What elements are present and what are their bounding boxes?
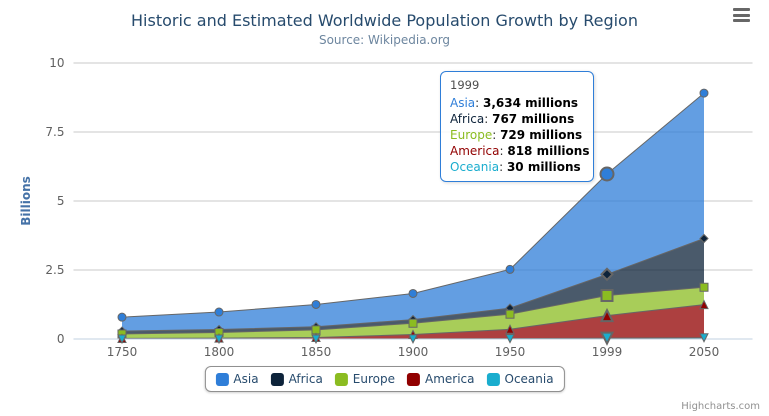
svg-text:1900: 1900 [398,345,429,359]
y-axis-labels: 0 2.5 5 7.5 10 [45,56,64,346]
tooltip: 1999 Asia: 3,634 millions Africa: 767 mil… [440,71,594,182]
markers-asia[interactable] [117,88,709,322]
svg-text:10: 10 [49,56,64,70]
export-menu-button[interactable] [732,8,751,24]
svg-text:7.5: 7.5 [45,125,64,139]
y-axis-title: Billions [19,176,33,226]
tooltip-row-oceania: Oceania: 30 millions [450,160,581,174]
tooltip-row-asia: Asia: 3,634 millions [450,96,579,110]
markers-oceania[interactable] [117,331,709,346]
svg-text:5: 5 [57,194,65,208]
x-axis-labels: 1750 1800 1850 1900 1950 1999 2050 [107,345,720,359]
svg-text:0: 0 [57,332,65,346]
tooltip-row-europe: Europe: 729 millions [450,128,583,142]
chart-title: Historic and Estimated Worldwide Populat… [131,11,638,30]
svg-text:1800: 1800 [204,345,235,359]
svg-text:1750: 1750 [107,345,138,359]
legend-item-africa[interactable]: Africa [270,372,323,386]
legend-swatch-asia [215,372,229,386]
legend-label: Oceania [504,372,554,386]
svg-text:1950: 1950 [495,345,526,359]
svg-text:2050: 2050 [689,345,720,359]
tooltip-row-africa: Africa: 767 millions [450,112,575,126]
legend-label: Asia [233,372,259,386]
legend-item-europe[interactable]: Europe [334,372,396,386]
legend-item-asia[interactable]: Asia [215,372,259,386]
legend-swatch-africa [270,372,284,386]
credits-link[interactable]: Highcharts.com [681,401,760,412]
svg-text:1850: 1850 [301,345,332,359]
legend-item-america[interactable]: America [407,372,475,386]
tooltip-rows: Asia: 3,634 millions Africa: 767 millions… [450,95,590,175]
svg-text:2.5: 2.5 [45,263,64,277]
hamburger-icon [732,8,751,22]
legend: Asia Africa Europe America Oceania [204,366,565,392]
legend-swatch-oceania [486,372,500,386]
legend-label: Europe [352,372,396,386]
legend-label: Africa [288,372,323,386]
svg-text:1999: 1999 [592,345,623,359]
tooltip-row-america: America: 818 millions [450,144,590,158]
chart-subtitle: Source: Wikipedia.org [318,33,451,47]
legend-swatch-america [407,372,421,386]
tooltip-header: 1999 [450,78,480,92]
legend-swatch-europe [334,372,348,386]
legend-label: America [425,372,475,386]
legend-item-oceania[interactable]: Oceania [486,372,554,386]
